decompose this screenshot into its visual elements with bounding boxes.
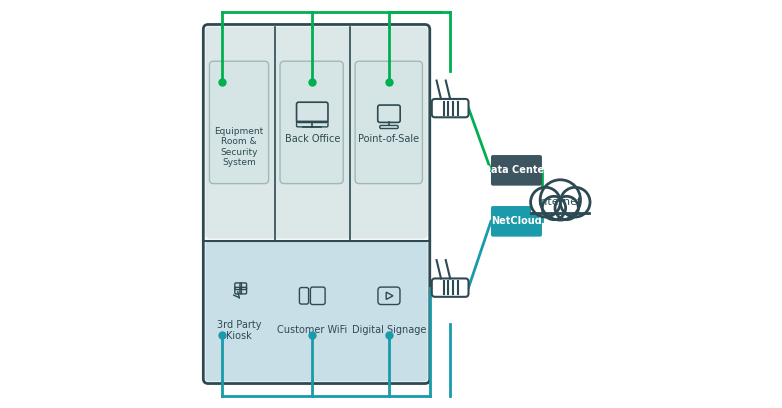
FancyBboxPatch shape (491, 206, 542, 237)
FancyBboxPatch shape (432, 99, 468, 118)
FancyBboxPatch shape (206, 27, 428, 239)
Circle shape (531, 187, 561, 217)
FancyBboxPatch shape (531, 198, 590, 213)
Circle shape (561, 187, 590, 217)
Text: NetCloud: NetCloud (491, 216, 542, 226)
Text: Back Office: Back Office (285, 134, 340, 144)
Text: Data Center: Data Center (483, 165, 550, 175)
FancyBboxPatch shape (355, 61, 422, 184)
Text: Customer WiFi: Customer WiFi (277, 326, 347, 335)
FancyBboxPatch shape (491, 155, 542, 186)
Text: Internet: Internet (538, 197, 583, 207)
Text: Equipment
Room &
Security
System: Equipment Room & Security System (214, 127, 264, 167)
Text: Digital Signage: Digital Signage (352, 326, 426, 335)
FancyBboxPatch shape (280, 61, 343, 184)
FancyBboxPatch shape (432, 279, 468, 297)
FancyBboxPatch shape (210, 61, 268, 184)
Text: Point-of-Sale: Point-of-Sale (358, 134, 419, 144)
Circle shape (540, 180, 580, 220)
Text: 3rd Party
Kiosk: 3rd Party Kiosk (217, 320, 261, 341)
Circle shape (542, 196, 565, 220)
Circle shape (555, 196, 579, 220)
FancyBboxPatch shape (206, 241, 428, 381)
